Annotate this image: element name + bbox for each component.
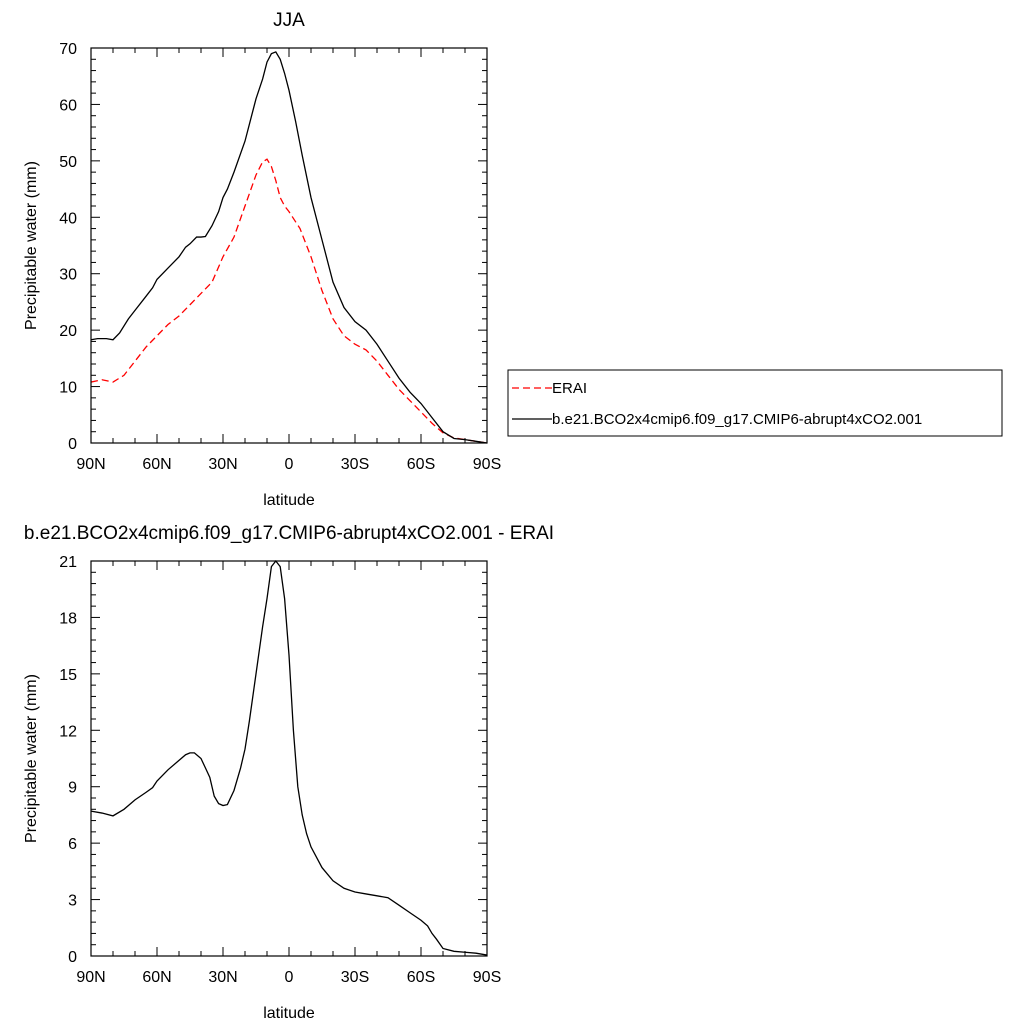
y-tick-label: 50 [59,154,77,171]
y-tick-label: 9 [68,780,77,797]
x-tick-label: 30S [341,456,369,473]
chart-difference: b.e21.BCO2x4cmip6.f09_g17.CMIP6-abrupt4x… [23,523,554,1022]
y-tick-label: 18 [59,610,77,627]
x-tick-label: 30S [341,969,369,986]
y-tick-label: 21 [59,554,77,571]
chart-title: b.e21.BCO2x4cmip6.f09_g17.CMIP6-abrupt4x… [24,523,554,544]
y-tick-label: 30 [59,267,77,284]
legend-label-1: b.e21.BCO2x4cmip6.f09_g17.CMIP6-abrupt4x… [552,411,922,428]
x-tick-label: 60S [407,969,435,986]
series-line-0 [90,559,488,956]
plot-frame [90,560,488,957]
plot-frame [90,47,488,444]
x-tick-label: 90S [473,456,501,473]
x-tick-label: 60N [142,969,171,986]
x-tick-label: 0 [285,456,294,473]
y-tick-label: 20 [59,323,77,340]
x-tick-label: 90N [76,456,105,473]
y-tick-label: 0 [68,436,77,453]
legend-box [507,369,1003,437]
y-tick-label: 60 [59,97,77,114]
chart-jja: JJA 90N 60N 30N 0 30S 60S 90S 0 10 20 30 40 50 60 70 lat… [23,10,1003,509]
y-tick-label: 0 [68,949,77,966]
x-tick-label: 30N [208,969,237,986]
y-tick-label: 3 [68,893,77,910]
x-axis-label: latitude [263,492,315,509]
y-tick-label: 6 [68,836,77,853]
x-tick-label: 60S [407,456,435,473]
y-axis-label: Precipitable water (mm) [23,674,40,843]
x-tick-label: 90N [76,969,105,986]
y-tick-label: 70 [59,41,77,58]
legend-label-0: ERAI [552,380,587,397]
x-axis-label: latitude [263,1005,315,1022]
y-tick-label: 10 [59,380,77,397]
x-tick-label: 30N [208,456,237,473]
y-tick-label: 15 [59,667,77,684]
chart-title: JJA [273,10,305,31]
y-axis-label: Precipitable water (mm) [23,161,40,330]
series-line-0 [90,158,488,444]
series-line-1 [90,51,488,444]
legend: ERAI b.e21.BCO2x4cmip6.f09_g17.CMIP6-abru… [507,369,1003,437]
x-tick-label: 0 [285,969,294,986]
y-tick-label: 40 [59,210,77,227]
x-tick-label: 90S [473,969,501,986]
y-tick-label: 12 [59,723,77,740]
x-tick-label: 60N [142,456,171,473]
